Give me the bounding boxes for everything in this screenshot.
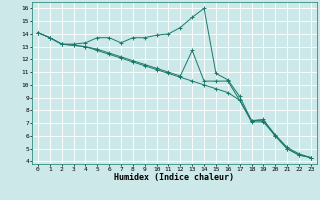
X-axis label: Humidex (Indice chaleur): Humidex (Indice chaleur): [115, 173, 234, 182]
